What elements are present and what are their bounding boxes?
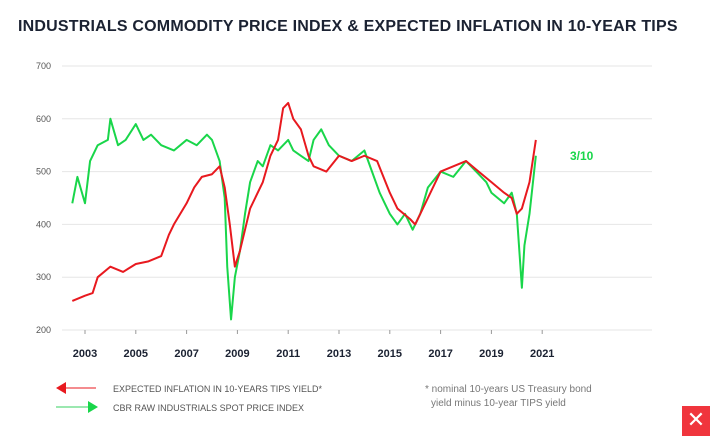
legend-red-label: EXPECTED INFLATION IN 10-YEARS TIPS YIEL… [113,384,323,394]
chart-title: INDUSTRIALS COMMODITY PRICE INDEX & EXPE… [18,18,678,35]
x-tick-label: 2005 [124,348,148,360]
series-line-expected-inflation [71,101,537,302]
x-tick-label: 2013 [327,348,351,360]
x-tick-label: 2007 [174,348,198,360]
y-tick-label: 400 [36,219,51,229]
x-tick-label: 2003 [73,348,97,360]
y-tick-label: 600 [36,114,51,124]
legend-red-arrow-icon [56,382,66,394]
annotation-label: 3/10 [570,149,594,163]
x-tick-label: 2019 [479,348,503,360]
x-tick-label: 2021 [530,348,554,360]
x-tick-label: 2009 [225,348,249,360]
y-tick-label: 700 [36,61,51,71]
brand-logo: ✕ [682,406,710,436]
x-tick-label: 2015 [378,348,402,360]
x-tick-label: 2017 [428,348,452,360]
series-line-cbr-index [71,117,537,321]
legend-green-arrow-icon [88,401,98,413]
y-tick-label: 200 [36,325,51,335]
legend-green-label: CBR RAW INDUSTRIALS SPOT PRICE INDEX [113,403,305,413]
y-tick-label: 500 [36,167,51,177]
footnote-line: yield minus 10-year TIPS yield [431,398,566,409]
x-tick-label: 2011 [276,348,300,360]
y-tick-label: 300 [36,272,51,282]
footnote-line: * nominal 10-years US Treasury bond [425,384,592,395]
footnote: * nominal 10-years US Treasury bond yield… [425,383,592,411]
